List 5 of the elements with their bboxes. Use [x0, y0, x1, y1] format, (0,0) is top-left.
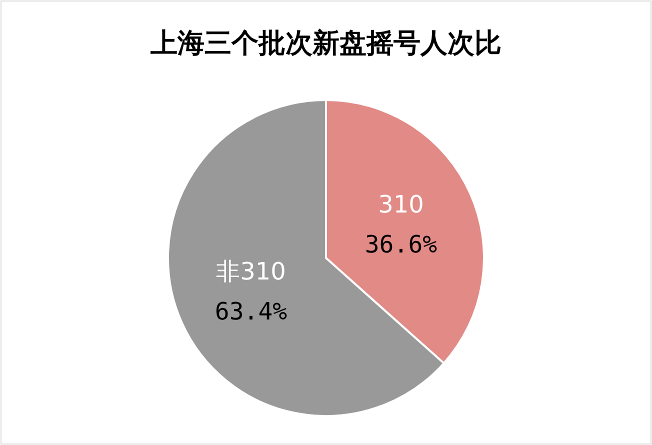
title: 上海三个批次新盘摇号人次比: [150, 28, 502, 59]
value-label: 63.4%: [214, 298, 288, 326]
category-label: 非310: [216, 258, 286, 286]
category-label: 310: [378, 190, 424, 218]
value-label: 36.6%: [364, 230, 438, 258]
